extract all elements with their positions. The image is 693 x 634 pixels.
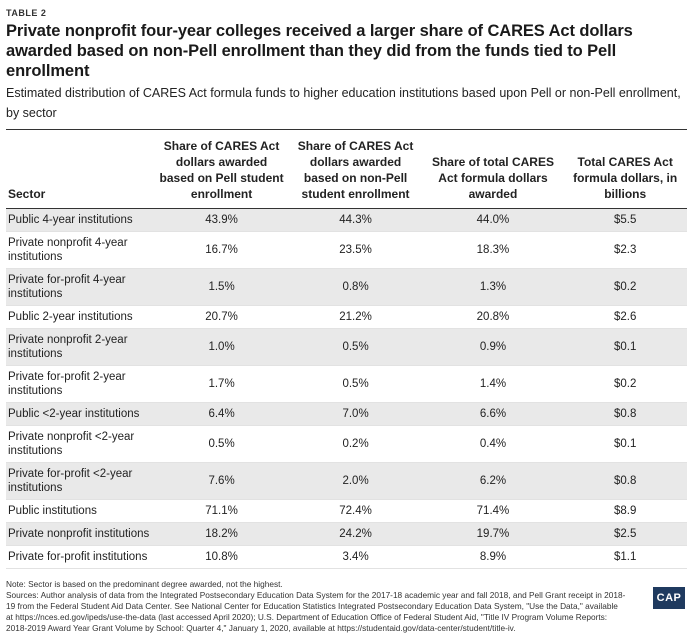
table-row: Private for-profit <2-year institutions 7… bbox=[6, 462, 687, 500]
total-dollars-cell: $0.2 bbox=[563, 365, 687, 403]
total-share-cell: 6.6% bbox=[422, 402, 564, 426]
sector-cell: Private nonprofit institutions bbox=[6, 522, 155, 546]
note-text: Note: Sector is based on the predominant… bbox=[6, 579, 283, 589]
total-dollars-cell: $2.5 bbox=[563, 522, 687, 546]
table-row: Private for-profit institutions 10.8% 3.4%… bbox=[6, 545, 687, 569]
table-row: Private nonprofit 2-year institutions 1.0… bbox=[6, 328, 687, 366]
nonpell-share-cell: 0.8% bbox=[288, 268, 423, 306]
pell-share-cell: 0.5% bbox=[154, 425, 289, 463]
nonpell-share-cell: 7.0% bbox=[288, 402, 423, 426]
total-dollars-cell: $0.8 bbox=[563, 462, 687, 500]
header-row: Sector Share of CARES Act dollars awarde… bbox=[6, 129, 687, 209]
col-header-total-dollars: Total CARES Act formula dollars, in bill… bbox=[563, 129, 687, 209]
cap-logo: CAP bbox=[653, 587, 685, 609]
sector-cell: Private nonprofit 4-year institutions bbox=[6, 231, 155, 269]
total-share-cell: 20.8% bbox=[422, 305, 564, 329]
total-share-cell: 71.4% bbox=[422, 499, 564, 523]
table-row: Public <2-year institutions 6.4% 7.0% 6.6% $… bbox=[6, 402, 687, 426]
total-share-cell: 19.7% bbox=[422, 522, 564, 546]
pell-share-cell: 7.6% bbox=[154, 462, 289, 500]
nonpell-share-cell: 44.3% bbox=[288, 208, 423, 232]
total-dollars-cell: $0.1 bbox=[563, 425, 687, 463]
sector-cell: Private nonprofit 2-year institutions bbox=[6, 328, 155, 366]
nonpell-share-cell: 72.4% bbox=[288, 499, 423, 523]
table-row: Public institutions 71.1% 72.4% 71.4% $8.9 bbox=[6, 499, 687, 523]
sector-cell: Private for-profit <2-year institutions bbox=[6, 462, 155, 500]
table-notes: Note: Sector is based on the predominant… bbox=[6, 579, 626, 634]
total-share-cell: 0.4% bbox=[422, 425, 564, 463]
total-dollars-cell: $5.5 bbox=[563, 208, 687, 232]
col-header-pell-share: Share of CARES Act dollars awarded based… bbox=[154, 129, 289, 209]
table-subtitle: Estimated distribution of CARES Act form… bbox=[6, 86, 681, 120]
table-row: Private for-profit 4-year institutions 1.… bbox=[6, 268, 687, 306]
nonpell-share-cell: 24.2% bbox=[288, 522, 423, 546]
pell-share-cell: 16.7% bbox=[154, 231, 289, 269]
table-row: Private nonprofit 4-year institutions 16.… bbox=[6, 231, 687, 269]
nonpell-share-cell: 0.2% bbox=[288, 425, 423, 463]
table-row: Public 2-year institutions 20.7% 21.2% 20.8… bbox=[6, 305, 687, 329]
pell-share-cell: 43.9% bbox=[154, 208, 289, 232]
table-row: Private nonprofit <2-year institutions 0.… bbox=[6, 425, 687, 463]
total-dollars-cell: $8.9 bbox=[563, 499, 687, 523]
table-title: Private nonprofit four-year colleges rec… bbox=[6, 22, 633, 80]
sector-cell: Public 4-year institutions bbox=[6, 208, 155, 232]
pell-share-cell: 1.5% bbox=[154, 268, 289, 306]
total-dollars-cell: $0.8 bbox=[563, 402, 687, 426]
cares-act-table: Sector Share of CARES Act dollars awarde… bbox=[6, 129, 687, 569]
sector-cell: Private for-profit institutions bbox=[6, 545, 155, 569]
sector-cell: Private for-profit 4-year institutions bbox=[6, 268, 155, 306]
nonpell-share-cell: 21.2% bbox=[288, 305, 423, 329]
total-share-cell: 1.4% bbox=[422, 365, 564, 403]
total-share-cell: 8.9% bbox=[422, 545, 564, 569]
total-dollars-cell: $0.2 bbox=[563, 268, 687, 306]
col-header-nonpell-share: Share of CARES Act dollars awarded based… bbox=[288, 129, 423, 209]
col-header-sector: Sector bbox=[6, 129, 155, 209]
table-tag: TABLE 2 bbox=[6, 8, 47, 18]
total-dollars-cell: $2.6 bbox=[563, 305, 687, 329]
pell-share-cell: 1.0% bbox=[154, 328, 289, 366]
pell-share-cell: 71.1% bbox=[154, 499, 289, 523]
total-dollars-cell: $2.3 bbox=[563, 231, 687, 269]
total-share-cell: 44.0% bbox=[422, 208, 564, 232]
col-header-total-share: Share of total CARES Act formula dollars… bbox=[422, 129, 564, 209]
sector-cell: Private nonprofit <2-year institutions bbox=[6, 425, 155, 463]
sector-cell: Private for-profit 2-year institutions bbox=[6, 365, 155, 403]
nonpell-share-cell: 2.0% bbox=[288, 462, 423, 500]
nonpell-share-cell: 3.4% bbox=[288, 545, 423, 569]
table-row: Private for-profit 2-year institutions 1.… bbox=[6, 365, 687, 403]
sector-cell: Public institutions bbox=[6, 499, 155, 523]
pell-share-cell: 10.8% bbox=[154, 545, 289, 569]
total-share-cell: 6.2% bbox=[422, 462, 564, 500]
table-row: Public 4-year institutions 43.9% 44.3% 44.0… bbox=[6, 208, 687, 232]
pell-share-cell: 18.2% bbox=[154, 522, 289, 546]
pell-share-cell: 20.7% bbox=[154, 305, 289, 329]
pell-share-cell: 6.4% bbox=[154, 402, 289, 426]
sector-cell: Public 2-year institutions bbox=[6, 305, 155, 329]
nonpell-share-cell: 23.5% bbox=[288, 231, 423, 269]
pell-share-cell: 1.7% bbox=[154, 365, 289, 403]
sources-text: Sources: Author analysis of data from th… bbox=[6, 590, 626, 633]
nonpell-share-cell: 0.5% bbox=[288, 365, 423, 403]
total-dollars-cell: $1.1 bbox=[563, 545, 687, 569]
sector-cell: Public <2-year institutions bbox=[6, 402, 155, 426]
total-share-cell: 1.3% bbox=[422, 268, 564, 306]
total-share-cell: 0.9% bbox=[422, 328, 564, 366]
table-row: Private nonprofit institutions 18.2% 24.2%… bbox=[6, 522, 687, 546]
nonpell-share-cell: 0.5% bbox=[288, 328, 423, 366]
total-dollars-cell: $0.1 bbox=[563, 328, 687, 366]
total-share-cell: 18.3% bbox=[422, 231, 564, 269]
